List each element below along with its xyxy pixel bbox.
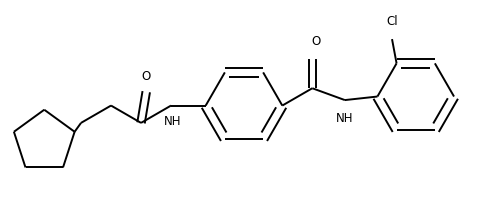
Text: O: O [311, 35, 321, 48]
Text: NH: NH [336, 112, 354, 125]
Text: Cl: Cl [386, 15, 398, 28]
Text: O: O [142, 69, 151, 83]
Text: NH: NH [164, 115, 182, 128]
